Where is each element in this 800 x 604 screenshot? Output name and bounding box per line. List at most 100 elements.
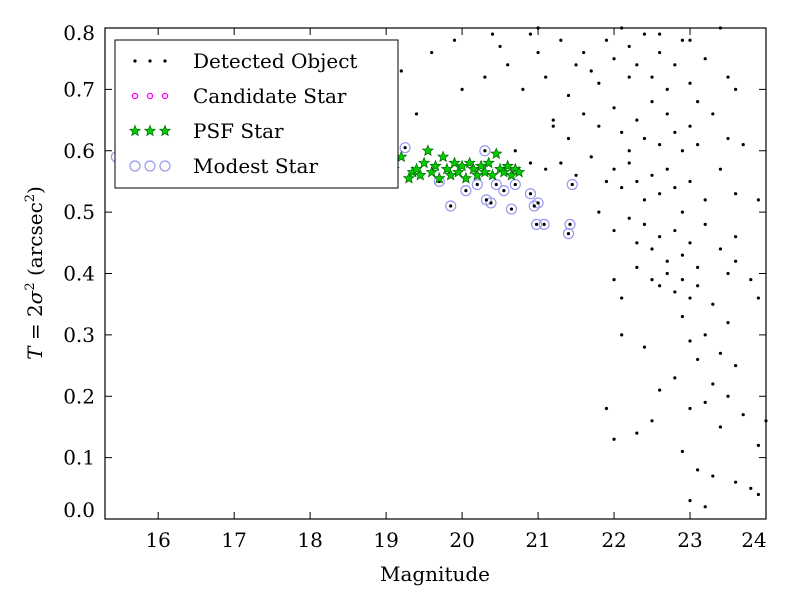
legend-label: PSF Star xyxy=(193,119,284,143)
data-point xyxy=(574,63,578,67)
data-point xyxy=(703,333,707,337)
x-tick-label: 21 xyxy=(525,528,550,552)
data-point xyxy=(642,198,647,202)
data-point xyxy=(502,189,506,193)
data-point xyxy=(524,188,537,200)
data-point xyxy=(650,75,654,79)
data-point xyxy=(479,145,491,157)
data-point xyxy=(604,406,609,411)
data-point xyxy=(658,192,662,196)
data-point xyxy=(673,376,677,380)
data-point xyxy=(414,112,419,116)
data-point xyxy=(673,63,677,67)
data-point xyxy=(734,363,738,368)
legend-marker xyxy=(148,59,152,63)
data-point xyxy=(604,179,609,184)
data-point xyxy=(414,168,427,181)
y-label-var: T xyxy=(23,345,47,360)
data-point xyxy=(530,218,543,230)
data-point xyxy=(399,69,403,73)
data-point xyxy=(658,388,662,392)
data-point xyxy=(612,228,616,233)
y-label-unit-sup: 2 xyxy=(23,194,38,202)
data-point xyxy=(680,253,685,257)
data-point xyxy=(627,44,631,49)
data-point xyxy=(703,400,707,404)
data-point xyxy=(658,284,662,288)
data-point xyxy=(505,203,518,215)
series-detected-object xyxy=(399,26,768,509)
data-point xyxy=(658,143,662,147)
data-point xyxy=(612,57,616,61)
legend-marker xyxy=(133,59,137,63)
data-point xyxy=(673,290,677,294)
data-point xyxy=(538,218,550,230)
data-point xyxy=(399,142,411,154)
data-point xyxy=(464,189,468,193)
data-point xyxy=(635,179,639,184)
data-point xyxy=(680,210,685,214)
data-point xyxy=(566,232,571,236)
legend-box xyxy=(114,39,399,189)
data-point xyxy=(498,44,502,49)
y-tick-label: 0.7 xyxy=(63,77,95,101)
x-tick-label: 20 xyxy=(449,528,474,552)
data-point xyxy=(688,296,692,300)
legend: Detected Object Candidate Star PSF Star Mod… xyxy=(114,39,399,189)
data-point xyxy=(497,165,511,178)
y-label-unit-open: (arcsec xyxy=(23,202,47,282)
data-point xyxy=(718,351,723,355)
data-point xyxy=(734,259,738,263)
y-tick-label: 0.1 xyxy=(63,446,95,470)
data-point xyxy=(620,333,624,337)
data-point xyxy=(756,443,761,447)
legend-entry: Modest Star xyxy=(129,154,318,178)
data-point xyxy=(410,162,423,175)
data-point xyxy=(635,63,639,67)
data-point xyxy=(509,178,521,191)
data-point xyxy=(417,156,431,169)
data-point xyxy=(483,149,487,153)
data-point xyxy=(688,124,692,128)
data-point xyxy=(544,75,548,79)
data-point xyxy=(559,38,563,42)
data-point xyxy=(449,204,453,208)
data-point xyxy=(680,38,685,42)
y-tick-label: 0.2 xyxy=(63,384,95,408)
x-tick-label: 17 xyxy=(221,528,246,552)
data-point xyxy=(665,259,669,263)
y-tick-label: 0.8 xyxy=(63,21,95,45)
data-point xyxy=(528,161,533,165)
data-point xyxy=(627,216,631,220)
data-point xyxy=(703,57,707,61)
data-point xyxy=(528,32,533,36)
data-point xyxy=(696,284,700,288)
data-point xyxy=(612,278,616,282)
data-point xyxy=(680,314,685,319)
data-point xyxy=(501,159,514,172)
data-point xyxy=(658,32,662,36)
data-point xyxy=(650,419,654,423)
data-point xyxy=(711,474,715,478)
data-point xyxy=(463,156,476,169)
data-point xyxy=(688,179,692,184)
data-point xyxy=(696,265,700,269)
legend-label: Modest Star xyxy=(193,154,318,178)
data-point xyxy=(741,413,745,417)
data-point xyxy=(471,178,483,191)
data-point xyxy=(688,81,692,85)
data-point xyxy=(680,449,685,454)
x-tick-label: 18 xyxy=(297,528,322,552)
y-axis-label: T = 2σ2 (arcsec2) xyxy=(23,186,47,360)
data-point xyxy=(528,192,533,196)
legend-label: Candidate Star xyxy=(193,84,347,108)
data-point xyxy=(726,271,730,276)
data-point xyxy=(460,185,472,197)
data-point xyxy=(513,182,517,187)
data-point xyxy=(568,222,572,226)
data-point xyxy=(433,171,446,184)
data-point xyxy=(498,185,510,197)
data-point xyxy=(749,486,753,490)
data-point xyxy=(566,178,578,191)
